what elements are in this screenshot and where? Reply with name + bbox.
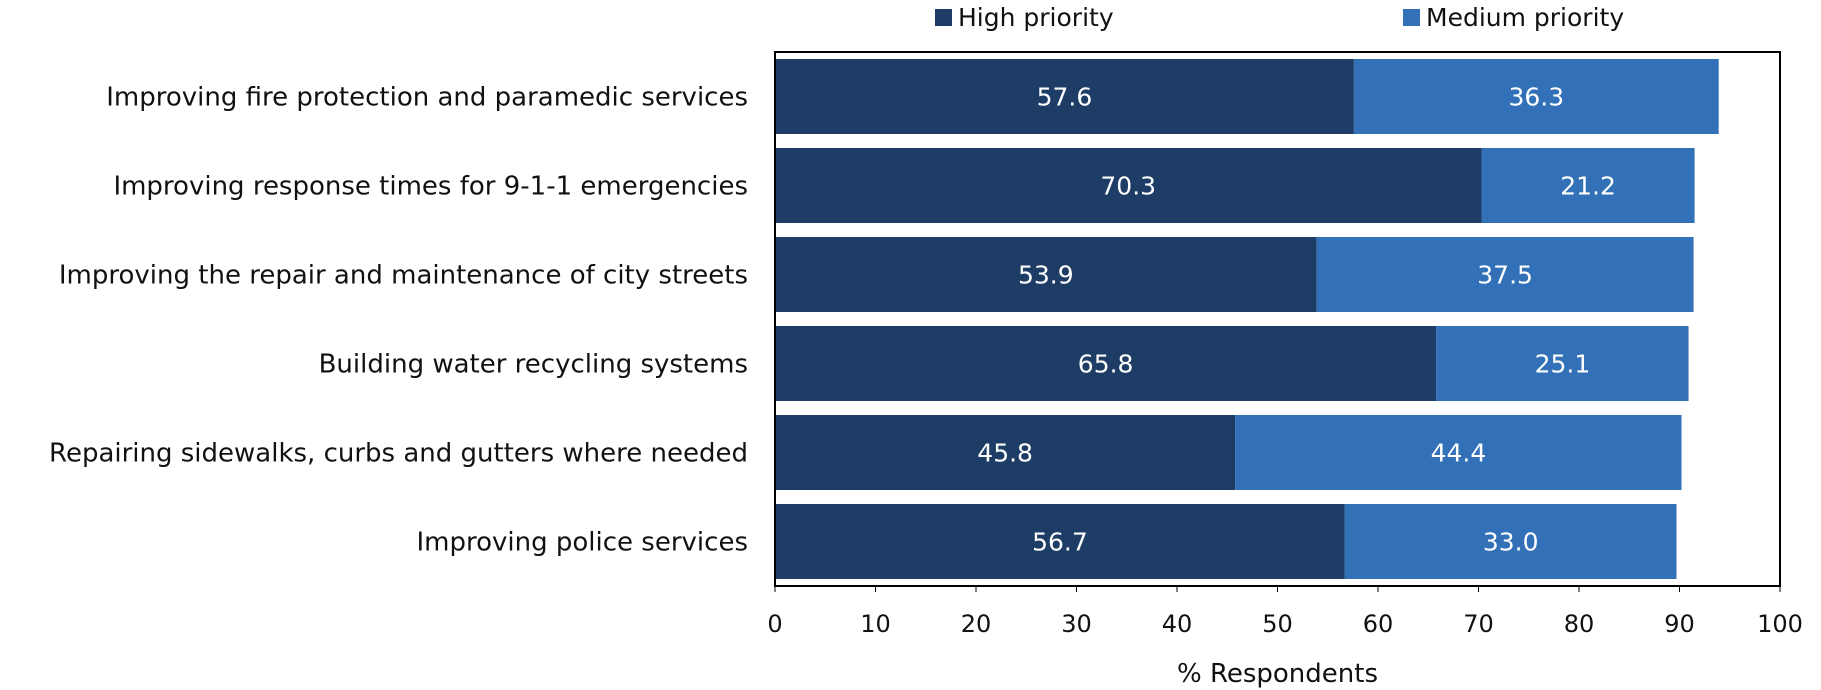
category-label-5: Improving police services — [417, 528, 748, 558]
category-label-0: Improving fire protection and paramedic … — [106, 83, 748, 113]
bar-high-3 — [775, 326, 1437, 401]
legend-label-high: High priority — [958, 3, 1114, 32]
data-label-high-2: 53.9 — [1018, 261, 1074, 290]
bar-medium-0 — [1353, 59, 1719, 134]
bar-medium-4 — [1235, 415, 1682, 490]
bar-high-5 — [775, 504, 1345, 579]
data-label-high-4: 45.8 — [977, 439, 1033, 468]
legend-swatch-medium — [1403, 9, 1420, 26]
data-label-medium-1: 21.2 — [1560, 172, 1616, 201]
bar-medium-5 — [1344, 504, 1677, 579]
x-axis-ticks: 0 10 20 30 40 50 60 70 80 90 100 — [767, 586, 1803, 638]
bar-high-2 — [775, 237, 1317, 312]
x-tick-label-4: 40 — [1162, 610, 1193, 638]
data-label-medium-4: 44.4 — [1431, 439, 1487, 468]
category-label-1: Improving response times for 9-1-1 emerg… — [113, 172, 748, 202]
data-label-high-5: 56.7 — [1032, 528, 1088, 557]
legend-label-medium: Medium priority — [1426, 3, 1624, 32]
category-label-4: Repairing sidewalks, curbs and gutters w… — [49, 439, 748, 469]
bar-medium-3 — [1436, 326, 1689, 401]
bar-medium-1 — [1481, 148, 1695, 223]
x-tick-label-1: 10 — [860, 610, 891, 638]
category-label-3: Building water recycling systems — [319, 350, 748, 380]
bar-high-4 — [775, 415, 1236, 490]
x-tick-label-5: 50 — [1262, 610, 1293, 638]
bar-medium-2 — [1316, 237, 1694, 312]
x-tick-label-10: 100 — [1757, 610, 1803, 638]
bars: 57.6 36.3 70.3 21.2 53.9 37.5 65.8 25.1 45.8 44.4… — [775, 59, 1719, 579]
data-label-high-3: 65.8 — [1078, 350, 1134, 379]
x-tick-label-6: 60 — [1363, 610, 1394, 638]
x-tick-label-0: 0 — [767, 610, 782, 638]
legend: High priority Medium priority — [935, 3, 1624, 32]
bar-high-1 — [775, 148, 1482, 223]
x-tick-label-7: 70 — [1463, 610, 1494, 638]
category-label-2: Improving the repair and maintenance of … — [59, 261, 748, 291]
x-tick-label-2: 20 — [961, 610, 992, 638]
legend-swatch-high — [935, 9, 952, 26]
data-label-medium-2: 37.5 — [1477, 261, 1533, 290]
x-axis-title: % Respondents — [1177, 659, 1378, 689]
data-label-medium-5: 33.0 — [1483, 528, 1539, 557]
data-label-high-0: 57.6 — [1037, 83, 1093, 112]
bar-high-0 — [775, 59, 1354, 134]
x-tick-label-9: 90 — [1664, 610, 1695, 638]
category-labels: Improving fire protection and paramedic … — [49, 83, 748, 558]
x-tick-label-3: 30 — [1061, 610, 1092, 638]
x-tick-label-8: 80 — [1564, 610, 1595, 638]
data-label-medium-3: 25.1 — [1535, 350, 1591, 379]
data-label-high-1: 70.3 — [1100, 172, 1156, 201]
data-label-medium-0: 36.3 — [1508, 83, 1564, 112]
